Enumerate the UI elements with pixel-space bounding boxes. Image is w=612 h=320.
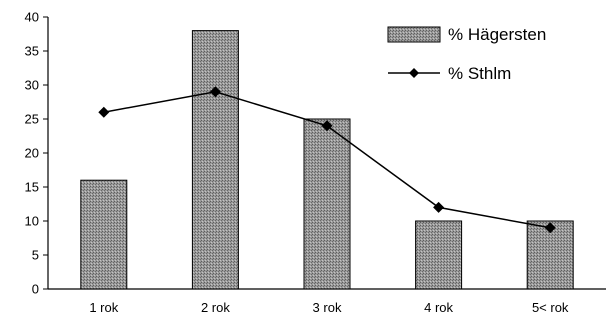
y-tick-label: 35: [25, 44, 39, 59]
x-tick-label: 3 rok: [313, 300, 342, 315]
y-tick-label: 10: [25, 214, 39, 229]
sthlm-point-5: [544, 222, 556, 234]
y-tick-label: 20: [25, 146, 39, 161]
y-tick-label: 30: [25, 78, 39, 93]
y-tick-label: 15: [25, 180, 39, 195]
x-labels: 1 rok 2 rok 3 rok 4 rok 5< rok: [89, 300, 569, 315]
line-series: [98, 86, 556, 234]
bar-4: [415, 220, 463, 290]
legend-diamond-marker: [409, 68, 419, 78]
sthlm-point-2: [209, 86, 221, 98]
y-tick-label: 0: [32, 282, 39, 297]
x-tick-label: 1 rok: [89, 300, 118, 315]
x-tick-label: 2 rok: [201, 300, 230, 315]
sthlm-point-4: [433, 201, 445, 213]
y-tick-label: 25: [25, 112, 39, 127]
sthlm-point-3: [321, 120, 333, 132]
x-tick-label: 4 rok: [424, 300, 453, 315]
legend-line-label: % Sthlm: [448, 64, 511, 83]
bar-1: [80, 179, 128, 290]
y-tick-label: 5: [32, 248, 39, 263]
x-tick-label: 5< rok: [532, 300, 569, 315]
bar-2: [191, 30, 239, 290]
sthlm-point-1: [98, 106, 110, 118]
y-ticks: 0 5 10 15 20 25 30 35 40: [25, 10, 48, 297]
bars: [80, 30, 574, 290]
legend: % Hägersten % Sthlm: [387, 25, 546, 83]
bar-3: [303, 118, 351, 290]
legend-bar-label: % Hägersten: [448, 25, 546, 44]
y-tick-label: 40: [25, 10, 39, 25]
legend-bar-swatch: [387, 26, 441, 43]
